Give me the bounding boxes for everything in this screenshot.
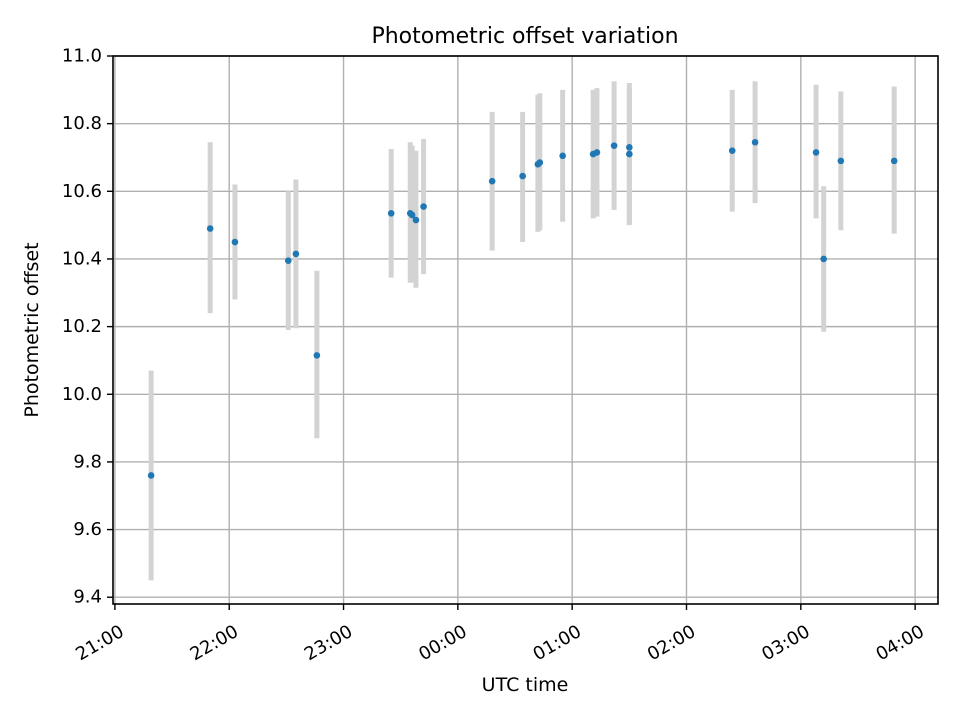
chart-title: Photometric offset variation (371, 24, 678, 49)
x-tick-label: 01:00 (530, 621, 585, 665)
y-tick-label: 10.8 (62, 113, 102, 134)
data-point (610, 142, 618, 149)
data-point (387, 209, 395, 217)
data-point (408, 211, 416, 219)
data-point (626, 150, 633, 158)
data-point (751, 138, 759, 146)
plot-frame (112, 55, 939, 605)
y-axis-label: Photometric offset (21, 242, 43, 417)
y-tick-label: 9.4 (73, 587, 102, 608)
x-tick-label: 03:00 (758, 621, 813, 665)
data-point (488, 177, 496, 185)
data-point (284, 257, 292, 264)
data-point (812, 149, 820, 156)
point-layer (147, 138, 898, 479)
data-point (837, 157, 845, 165)
x-tick-label: 00:00 (415, 621, 470, 665)
y-tick-label: 10.4 (62, 248, 102, 269)
data-point (420, 203, 427, 210)
data-point (147, 472, 155, 479)
data-point (412, 216, 420, 224)
data-point (536, 159, 544, 166)
x-axis-label: UTC time (482, 674, 569, 696)
y-tick-label: 9.6 (73, 519, 102, 540)
data-point (820, 255, 827, 263)
data-point (231, 238, 239, 246)
y-tick-label: 10.2 (62, 316, 102, 337)
x-tick-label: 21:00 (72, 621, 127, 665)
data-point (559, 152, 566, 160)
data-point (890, 157, 898, 165)
x-tick-label: 23:00 (301, 621, 356, 665)
tick-layer: 21:00 22:00 23:00 00:00 01:00 02:00 03:00 04:00… (62, 46, 928, 666)
x-tick-label: 22:00 (187, 621, 242, 665)
data-point (292, 250, 300, 258)
x-tick-label: 04:00 (873, 621, 928, 665)
data-point (206, 225, 214, 232)
y-tick-label: 11.0 (62, 46, 102, 67)
errorbar-layer (148, 81, 897, 581)
y-tick-label: 10.0 (62, 384, 102, 405)
data-point (626, 144, 633, 151)
y-tick-label: 10.6 (62, 181, 102, 202)
data-point (519, 172, 526, 180)
data-point (728, 147, 736, 155)
data-point (593, 149, 601, 156)
x-tick-label: 02:00 (644, 621, 699, 665)
data-point (313, 352, 321, 359)
y-tick-label: 9.8 (73, 451, 102, 472)
